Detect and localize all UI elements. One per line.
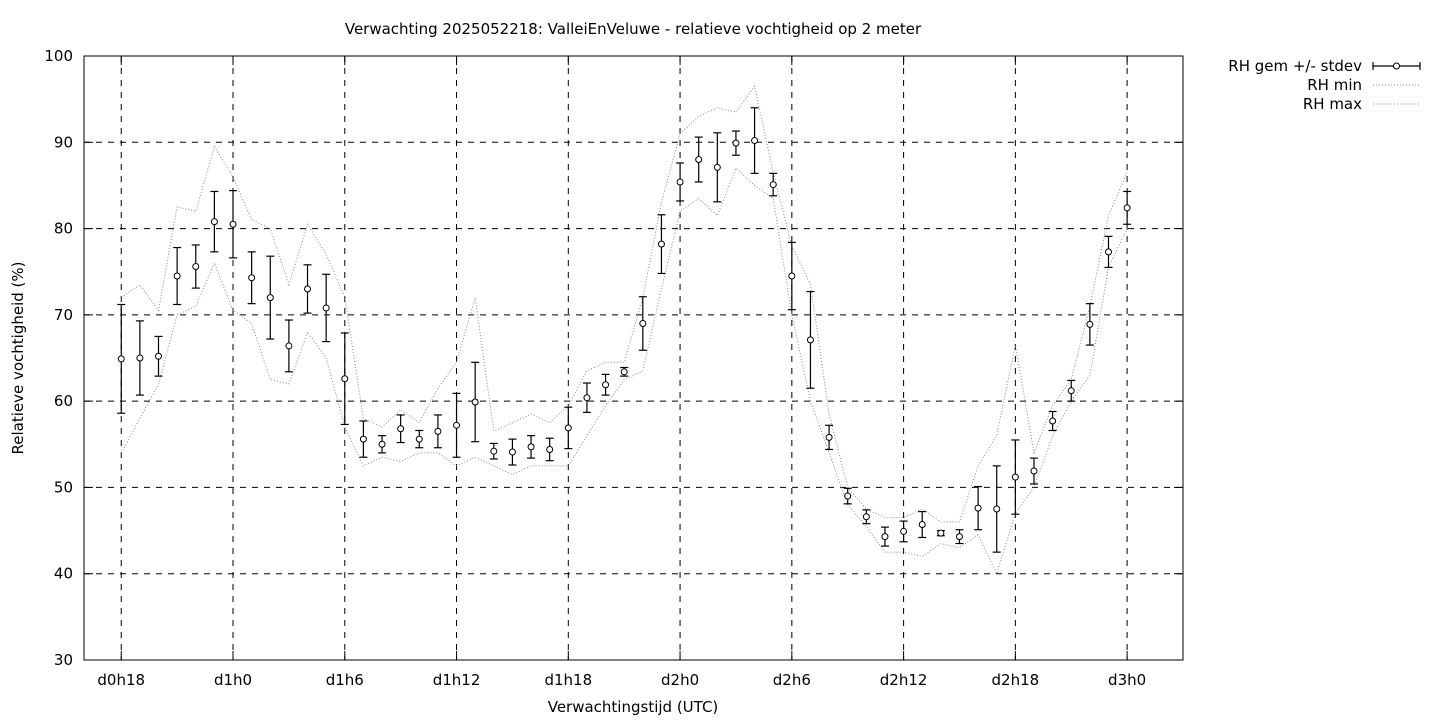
data-point [173,272,181,280]
data-point [1030,467,1038,475]
legend-label-max: RH max [1303,95,1362,113]
x-tick-label: d1h0 [214,671,252,689]
data-point [732,139,740,147]
y-tick-label: 100 [44,47,73,65]
data-point [1067,387,1075,395]
data-point [881,533,889,541]
data-point [713,163,721,171]
data-point [546,445,554,453]
x-tick-label: d2h0 [661,671,699,689]
data-point [751,137,759,145]
chart-title: Verwachting 2025052218: ValleiEnVeluwe -… [345,20,922,38]
data-point [769,181,777,189]
data-point [397,425,405,433]
x-tick-label: d2h18 [992,671,1040,689]
data-point [602,381,610,389]
x-tick-label: d2h6 [773,671,811,689]
x-tick-label: d1h6 [326,671,364,689]
data-point [676,178,684,186]
data-point [937,529,945,537]
y-tick-label: 50 [54,478,73,496]
legend-sample-point [1393,62,1400,70]
y-tick-label: 30 [54,651,73,669]
data-point [527,443,535,451]
data-point [1049,417,1057,425]
x-tick-label: d2h12 [880,671,928,689]
plot-frame [83,55,1184,661]
data-point [583,394,591,402]
data-point [825,433,833,441]
data-point [620,368,628,376]
y-tick-label: 90 [54,133,73,151]
data-point [564,424,572,432]
data-point [210,218,218,226]
data-point [359,435,367,443]
data-point [434,427,442,435]
data-point [304,285,312,293]
data-point [1104,248,1112,256]
axis-ticks: 30 40 50 60 70 80 90 100 d0h18 d1h0 d1h6 d1h12 d1h18… [44,47,1183,689]
data-point [918,521,926,529]
data-point [229,220,237,228]
y-tick-label: 60 [54,392,73,410]
data-point [453,421,461,429]
data-point [844,492,852,500]
data-point [955,533,963,541]
data-point [974,504,982,512]
y-tick-label: 70 [54,306,73,324]
legend-label-min: RH min [1307,76,1362,94]
x-tick-label: d1h18 [544,671,592,689]
y-axis-label: Relatieve vochtigheid (%) [9,261,27,454]
series-rh-max [121,84,1128,523]
data-point [490,447,498,455]
data-point [508,448,516,456]
legend-label-mean: RH gem +/- stdev [1228,57,1362,75]
data-point [1086,320,1094,328]
data-point [192,263,200,271]
data-point [806,336,814,344]
data-point [862,513,870,521]
data-point [695,156,703,164]
data-point [900,527,908,535]
rh-max-line [121,84,1128,523]
grid [84,56,1183,660]
data-point [322,304,330,312]
series-rh-min [120,167,1128,576]
data-point [1011,473,1019,481]
data-point [993,505,1001,513]
data-point [155,352,163,360]
x-tick-label: d1h12 [433,671,481,689]
data-point [639,319,647,327]
series-rh-mean [117,107,1132,553]
data-point [378,440,386,448]
x-axis-label: Verwachtingstijd (UTC) [548,698,719,716]
data-point [657,240,665,248]
data-point [1123,204,1131,212]
data-point [117,355,125,363]
data-point [285,342,293,350]
x-tick-label: d3h0 [1108,671,1146,689]
rh-min-line [120,167,1128,576]
data-point [248,274,256,282]
data-point [341,375,349,383]
x-tick-label: d0h18 [97,671,145,689]
data-point [266,294,274,302]
data-point [788,272,796,280]
data-point [471,398,479,406]
data-point [136,354,144,362]
y-tick-label: 40 [54,565,73,583]
y-tick-label: 80 [54,220,73,238]
data-point [415,435,423,443]
